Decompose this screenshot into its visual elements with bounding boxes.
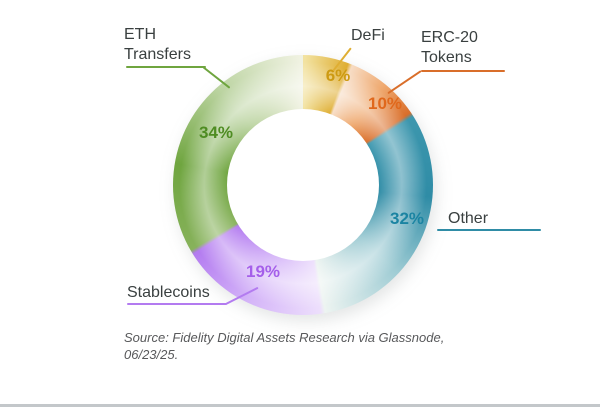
leader-line-eth-underline bbox=[126, 66, 206, 68]
callout-erc20-tokens: ERC-20 Tokens bbox=[421, 28, 478, 68]
leader-line-stable-underline bbox=[127, 303, 227, 305]
bottom-divider bbox=[0, 404, 600, 407]
callout-eth-line1: ETH bbox=[124, 26, 156, 43]
source-line-1: Source: Fidelity Digital Assets Research… bbox=[124, 330, 445, 345]
source-line-2: 06/23/25. bbox=[124, 347, 179, 362]
callout-defi-line1: DeFi bbox=[351, 27, 385, 44]
pct-label-defi: 6% bbox=[325, 66, 351, 85]
pct-label-eth: 34% bbox=[198, 123, 234, 142]
leader-line-erc-diagonal bbox=[387, 70, 422, 95]
callout-other: Other bbox=[448, 209, 488, 229]
callout-stable-line1: Stablecoins bbox=[127, 284, 210, 301]
callout-other-line1: Other bbox=[448, 210, 489, 227]
pct-label-stablecoins: 19% bbox=[245, 262, 281, 281]
donut-hole bbox=[227, 109, 379, 261]
callout-defi: DeFi bbox=[351, 26, 385, 46]
callout-erc-line1: ERC-20 bbox=[421, 29, 478, 46]
pct-label-other: 32% bbox=[389, 209, 425, 228]
leader-line-eth-diagonal bbox=[202, 66, 231, 89]
leader-line-other bbox=[437, 229, 541, 231]
callout-stablecoins: Stablecoins bbox=[127, 283, 210, 303]
leader-line-erc-underline bbox=[421, 70, 505, 72]
callout-eth-transfers: ETH Transfers bbox=[124, 25, 191, 65]
source-text: Source: Fidelity Digital Assets Research… bbox=[124, 329, 524, 363]
callout-erc-line2: Tokens bbox=[421, 49, 472, 66]
donut-ring bbox=[173, 55, 433, 315]
callout-eth-line2: Transfers bbox=[124, 46, 191, 63]
pct-label-erc20: 10% bbox=[367, 94, 403, 113]
